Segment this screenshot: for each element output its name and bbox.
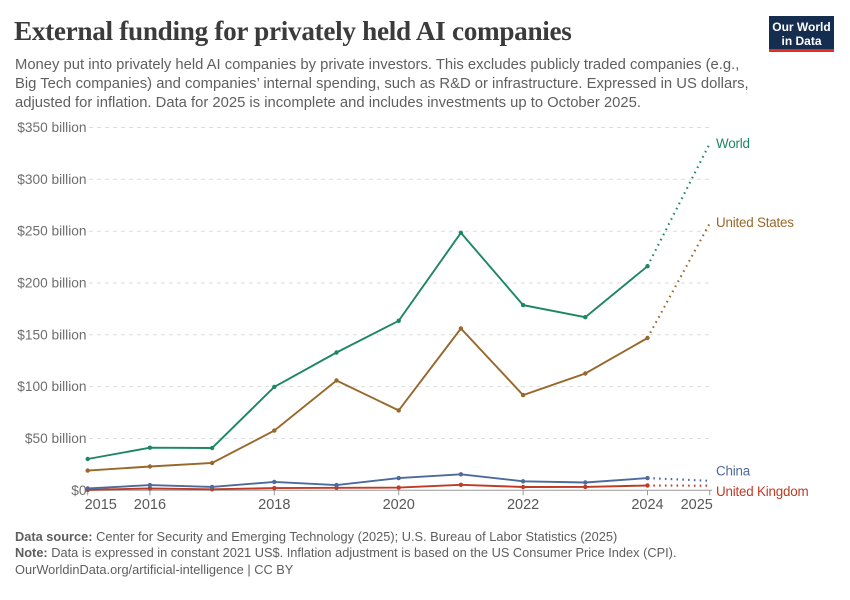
svg-text:$200 billion: $200 billion (17, 276, 86, 291)
svg-text:2015: 2015 (85, 497, 117, 513)
svg-text:$350 billion: $350 billion (17, 120, 86, 135)
svg-text:$50 billion: $50 billion (25, 431, 87, 446)
svg-text:2024: 2024 (631, 497, 663, 513)
svg-text:2022: 2022 (507, 497, 539, 513)
svg-text:China: China (716, 463, 751, 478)
svg-text:World: World (716, 136, 750, 151)
svg-text:United Kingdom: United Kingdom (716, 484, 809, 499)
svg-text:2025: 2025 (681, 497, 713, 513)
svg-text:$0: $0 (71, 483, 87, 498)
svg-text:$100 billion: $100 billion (17, 379, 86, 394)
svg-text:United States: United States (716, 215, 794, 230)
svg-text:$300 billion: $300 billion (17, 172, 86, 187)
svg-text:$150 billion: $150 billion (17, 327, 86, 342)
svg-text:2018: 2018 (258, 497, 290, 513)
svg-text:2016: 2016 (134, 497, 166, 513)
svg-text:$250 billion: $250 billion (17, 224, 86, 239)
svg-text:2020: 2020 (383, 497, 415, 513)
